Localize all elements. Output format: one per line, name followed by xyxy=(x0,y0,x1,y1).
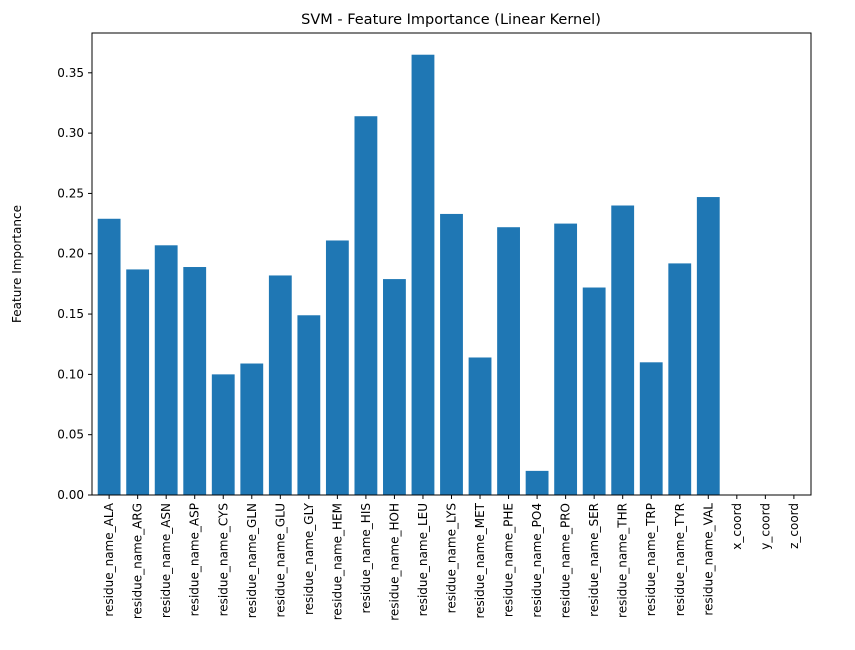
bar-residue_name_GLU xyxy=(268,275,292,495)
y-tick-label: 0.10 xyxy=(57,367,84,381)
x-tick-label: residue_name_SER xyxy=(587,503,601,617)
x-tick-label: residue_name_HIS xyxy=(359,503,373,613)
chart-title: SVM - Feature Importance (Linear Kernel) xyxy=(301,12,601,28)
x-tick-label: residue_name_THR xyxy=(616,503,630,618)
x-tick-label: z_coord xyxy=(787,503,801,549)
bar-residue_name_MET xyxy=(468,357,492,495)
x-tick-label: residue_name_ARG xyxy=(131,503,145,619)
x-tick-label: residue_name_CYS xyxy=(216,503,230,616)
x-ticks-group: residue_name_ALA residue_name_ARG residue_… xyxy=(102,495,801,621)
y-tick-label: 0.35 xyxy=(57,66,84,80)
bar-residue_name_ASN xyxy=(154,245,178,495)
bar-residue_name_GLN xyxy=(240,363,264,495)
bar-residue_name_TYR xyxy=(668,263,692,495)
x-tick-label: residue_name_ASN xyxy=(159,503,173,618)
bar-residue_name_PRO xyxy=(554,223,578,495)
bar-residue_name_LEU xyxy=(411,54,435,496)
x-tick-label: residue_name_HOH xyxy=(387,503,401,621)
x-tick-label: x_coord xyxy=(730,503,744,550)
x-tick-label: residue_name_TYR xyxy=(673,503,687,616)
x-tick-label: y_coord xyxy=(758,503,772,550)
bar-residue_name_LYS xyxy=(440,213,463,495)
plot-frame xyxy=(91,32,812,496)
x-tick-label: residue_name_PHE xyxy=(502,503,516,617)
x-tick-label: residue_name_GLU xyxy=(273,503,287,617)
bar-residue_name_THR xyxy=(611,205,635,495)
bar-residue_name_CYS xyxy=(211,374,235,495)
bar-residue_name_ASP xyxy=(183,267,207,495)
x-tick-label: residue_name_TRP xyxy=(644,503,658,616)
x-tick-label: residue_name_LEU xyxy=(416,503,430,616)
bar-residue_name_PO4 xyxy=(525,470,549,495)
y-tick-label: 0.25 xyxy=(57,186,84,200)
x-tick-label: residue_name_GLN xyxy=(245,503,259,618)
x-tick-label: residue_name_PO4 xyxy=(530,503,544,618)
y-tick-label: 0.05 xyxy=(57,428,84,442)
bar-residue_name_HIS xyxy=(354,116,378,495)
bars-group xyxy=(97,54,720,496)
bar-residue_name_HOH xyxy=(383,279,406,495)
bar-residue_name_VAL xyxy=(696,197,720,496)
bar-residue_name_GLY xyxy=(297,315,321,495)
bar-residue_name_SER xyxy=(582,287,606,495)
y-axis-label: Feature Importance xyxy=(10,205,24,323)
bar-residue_name_TRP xyxy=(639,362,663,495)
y-tick-label: 0.15 xyxy=(57,307,84,321)
x-tick-label: residue_name_PRO xyxy=(559,503,573,618)
x-tick-label: residue_name_ALA xyxy=(102,502,116,616)
x-tick-label: residue_name_GLY xyxy=(302,502,316,615)
bar-residue_name_PHE xyxy=(497,227,520,495)
y-tick-label: 0.20 xyxy=(57,247,84,261)
x-tick-label: residue_name_HEM xyxy=(330,503,344,620)
bar-residue_name_ALA xyxy=(97,218,121,495)
x-tick-label: residue_name_ASP xyxy=(188,503,202,616)
bar-residue_name_HEM xyxy=(325,240,349,495)
y-ticks-group: 0.00 0.05 0.10 0.15 0.20 0.25 0.30 0.35 xyxy=(57,66,92,502)
x-tick-label: residue_name_LYS xyxy=(445,503,459,613)
x-tick-label: residue_name_MET xyxy=(473,502,487,618)
y-tick-label: 0.30 xyxy=(57,126,84,140)
bar-residue_name_ARG xyxy=(126,269,150,495)
y-tick-label: 0.00 xyxy=(57,488,84,502)
x-tick-label: residue_name_VAL xyxy=(701,503,715,616)
